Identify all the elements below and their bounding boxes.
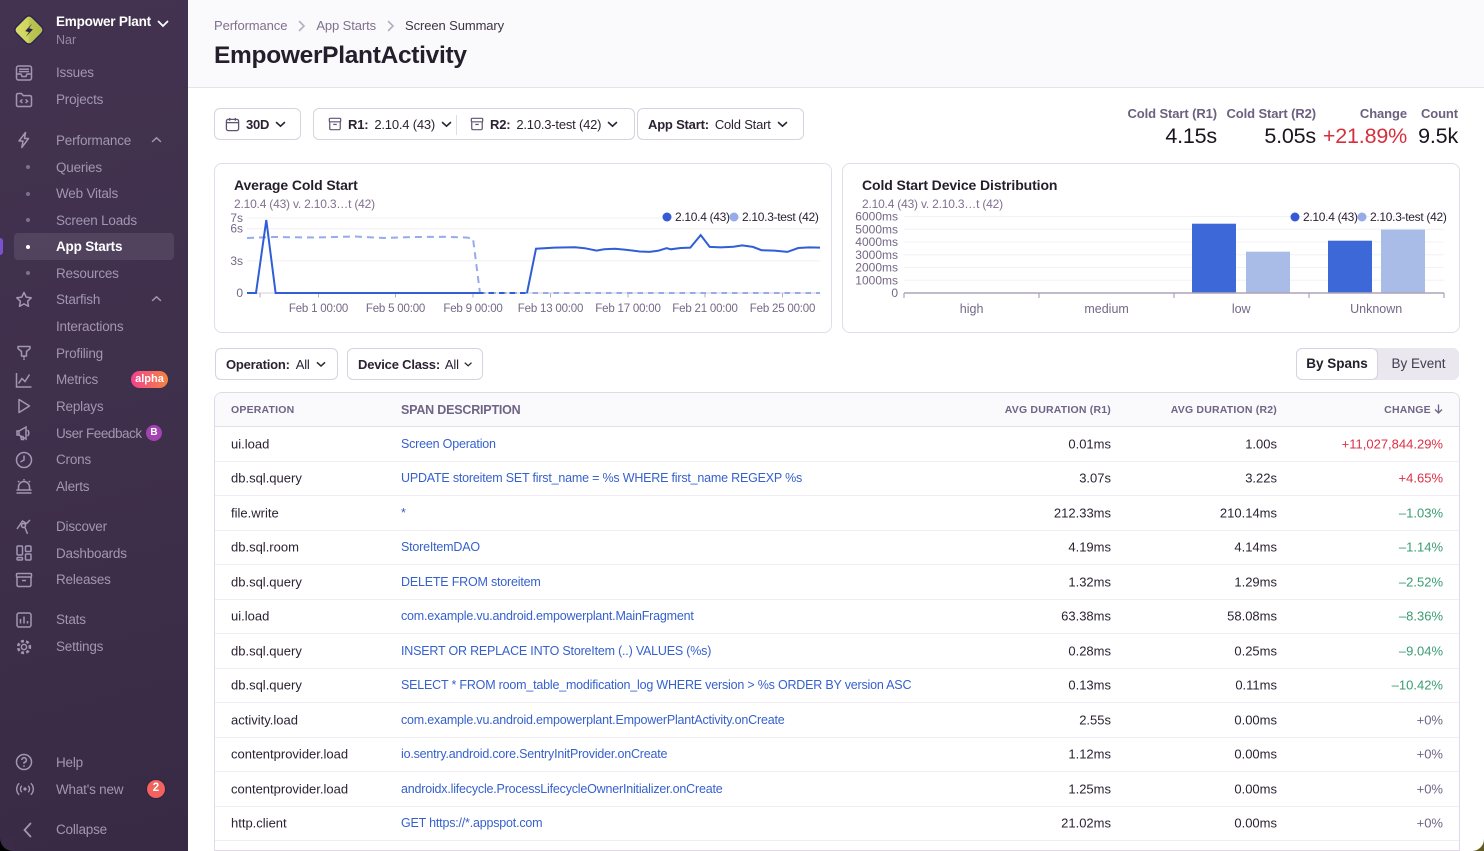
svg-text:medium: medium [1084, 302, 1128, 316]
svg-text:7s: 7s [230, 211, 243, 225]
svg-text:Unknown: Unknown [1350, 302, 1402, 316]
svg-text:0: 0 [236, 286, 243, 300]
svg-text:Feb 21 00:00: Feb 21 00:00 [672, 303, 737, 315]
svg-text:Feb 9 00:00: Feb 9 00:00 [443, 303, 502, 315]
svg-text:high: high [960, 302, 984, 316]
svg-text:2.10.3-test (42): 2.10.3-test (42) [742, 210, 819, 224]
svg-text:4000ms: 4000ms [855, 235, 898, 249]
svg-text:Feb 5 00:00: Feb 5 00:00 [366, 303, 425, 315]
svg-text:6s: 6s [230, 222, 243, 236]
svg-text:2.10.4 (43): 2.10.4 (43) [675, 210, 730, 224]
svg-text:3s: 3s [230, 254, 243, 268]
svg-text:2.10.4 (43): 2.10.4 (43) [1303, 210, 1358, 224]
svg-text:3000ms: 3000ms [855, 248, 898, 262]
svg-text:2.10.3-test (42): 2.10.3-test (42) [1370, 210, 1447, 224]
svg-text:low: low [1232, 302, 1252, 316]
svg-text:0: 0 [891, 286, 898, 300]
svg-text:2000ms: 2000ms [855, 261, 898, 275]
svg-text:Feb 13 00:00: Feb 13 00:00 [518, 303, 583, 315]
svg-text:Feb 17 00:00: Feb 17 00:00 [595, 303, 660, 315]
svg-text:Feb 25 00:00: Feb 25 00:00 [750, 303, 815, 315]
svg-text:6000ms: 6000ms [855, 210, 898, 224]
svg-text:1000ms: 1000ms [855, 273, 898, 287]
svg-text:5000ms: 5000ms [855, 222, 898, 236]
svg-text:Feb 1 00:00: Feb 1 00:00 [289, 303, 348, 315]
